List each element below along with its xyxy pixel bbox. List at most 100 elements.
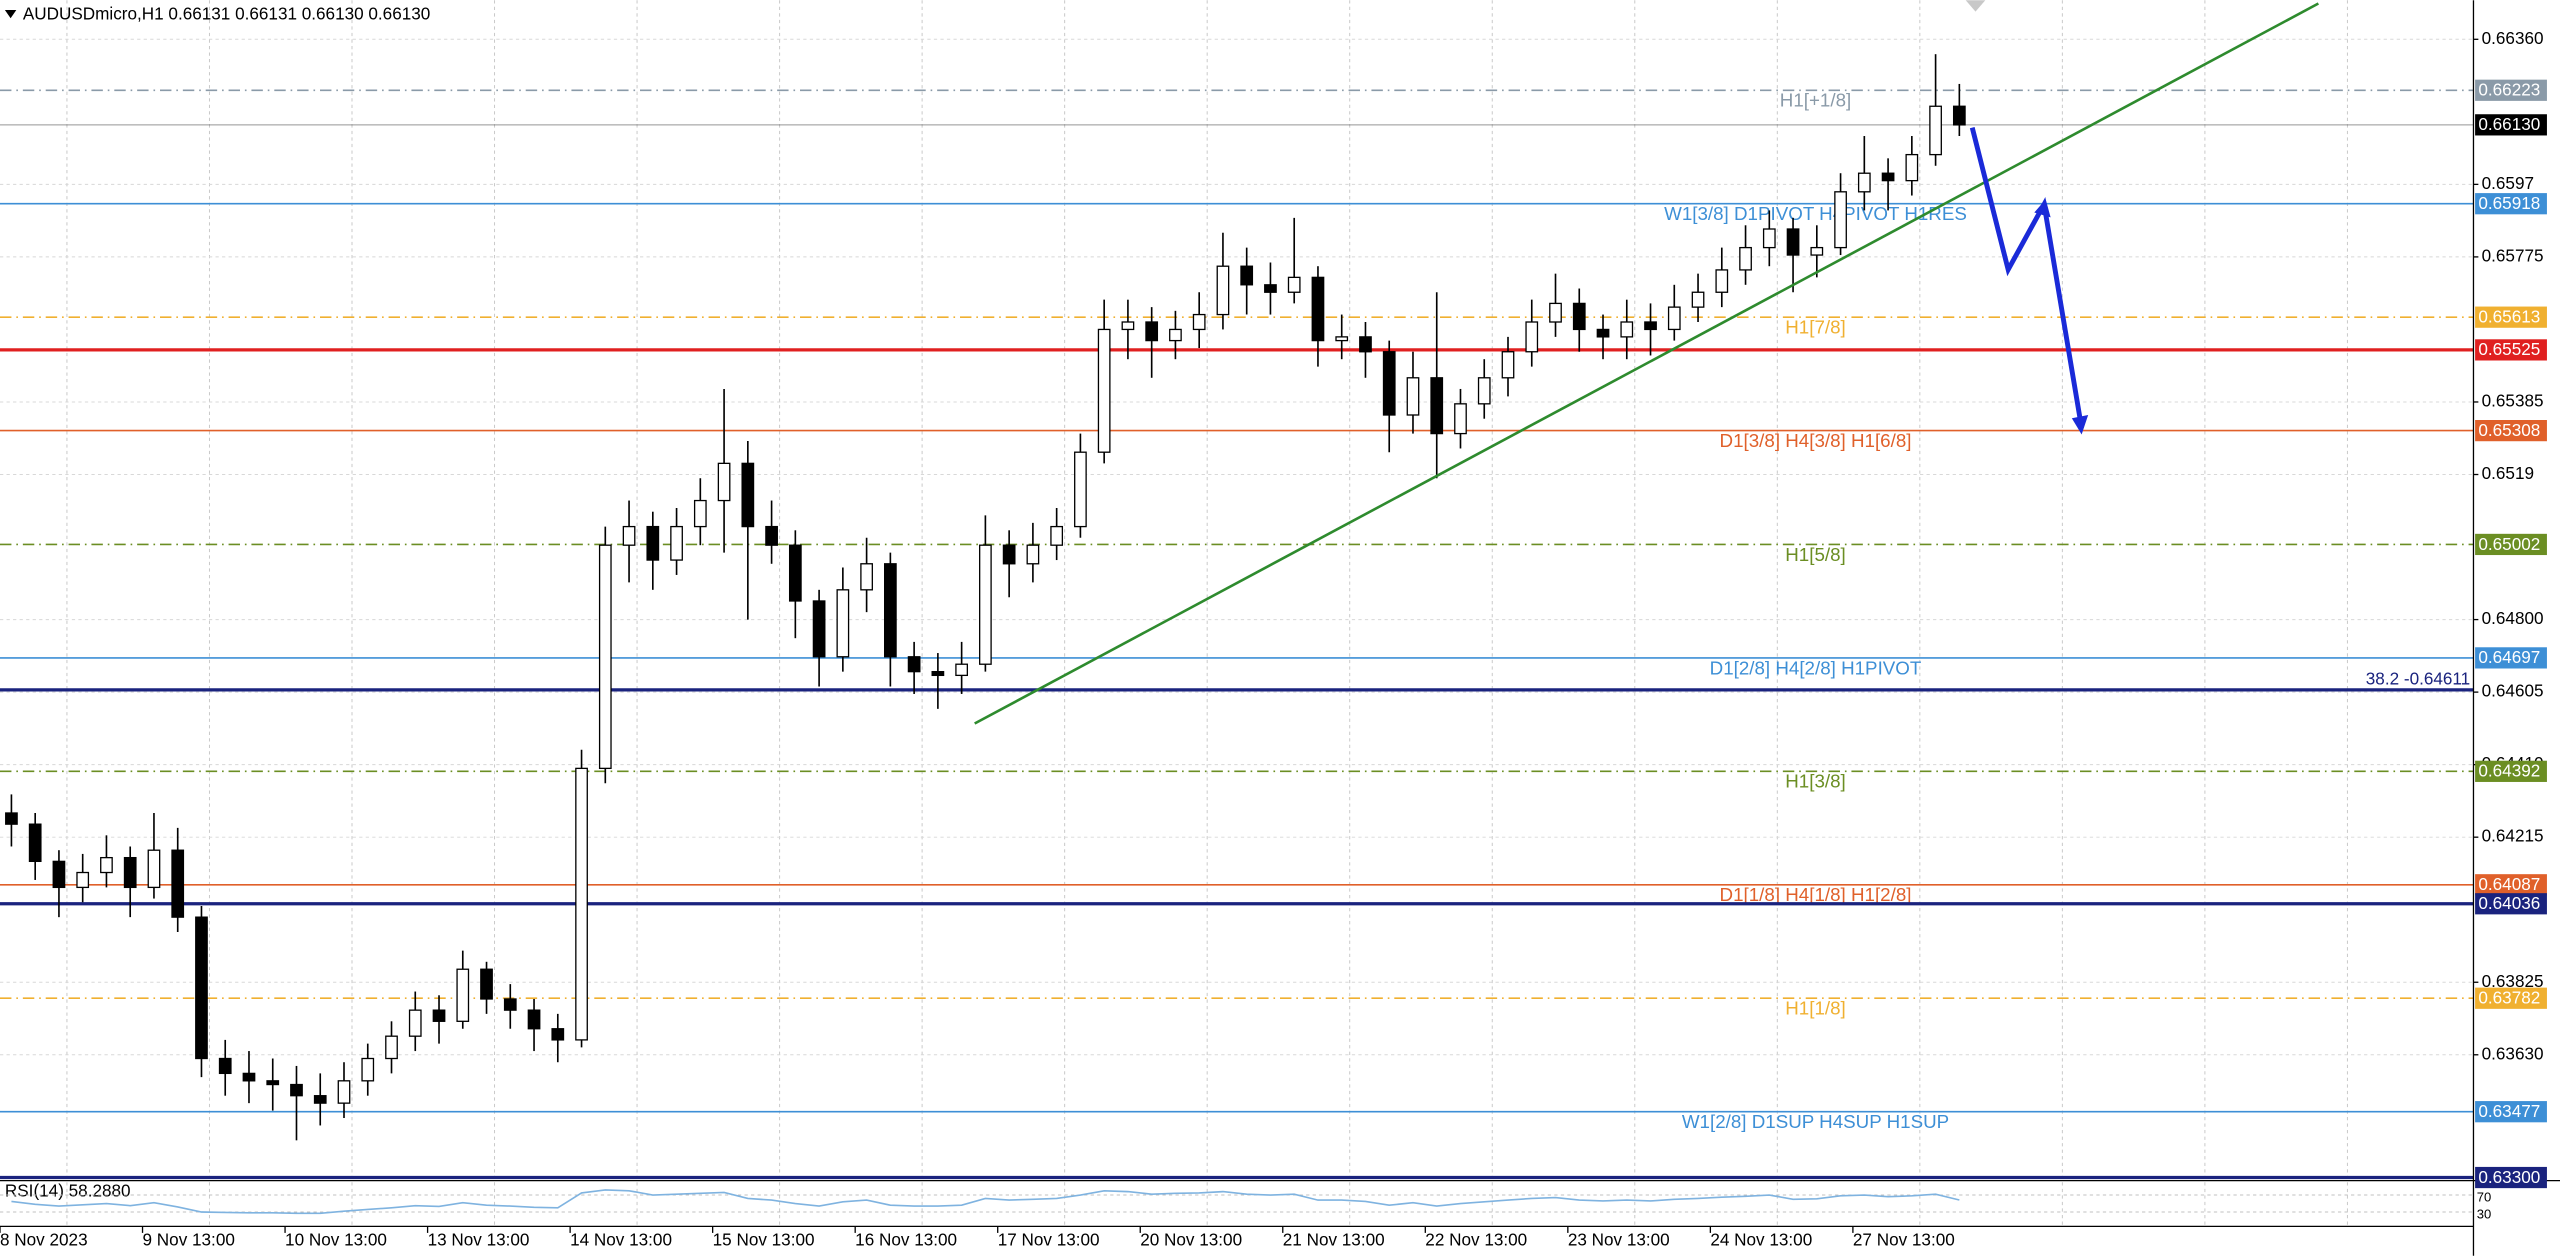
price-box — [2475, 1101, 2547, 1123]
candle-body — [432, 1009, 446, 1022]
candle-body — [812, 600, 826, 658]
candle-body — [741, 462, 755, 528]
x-tick-label: 22 Nov 13:00 — [1425, 1230, 1527, 1250]
x-tick-label: 8 Nov 2023 — [0, 1230, 88, 1250]
candle-body — [1715, 269, 1729, 293]
x-tick-label: 24 Nov 13:00 — [1710, 1230, 1812, 1250]
x-tick-label: 27 Nov 13:00 — [1853, 1230, 1955, 1250]
candle-body — [266, 1080, 280, 1086]
price-box — [2475, 114, 2547, 136]
candle-body — [195, 916, 208, 1060]
candle-body — [1620, 321, 1634, 338]
candle-body — [1406, 377, 1420, 416]
candle-body — [765, 525, 778, 546]
price-box — [2475, 987, 2547, 1009]
candle-body — [361, 1057, 375, 1082]
price-box-label: 0.64087 — [2478, 874, 2540, 894]
candle-body — [52, 860, 66, 889]
candle-body — [1691, 291, 1705, 308]
candle-body — [1002, 544, 1016, 565]
candle-body — [1264, 284, 1277, 293]
candle-body — [1454, 403, 1467, 435]
x-tick-label: 17 Nov 13:00 — [998, 1230, 1100, 1250]
candle-body — [100, 856, 113, 874]
candle-body — [1667, 306, 1681, 331]
price-box — [2475, 533, 2547, 556]
candle-body — [1549, 302, 1562, 323]
candle-body — [1834, 191, 1847, 249]
candle-body — [313, 1095, 327, 1104]
x-tick-label: 16 Nov 13:00 — [855, 1230, 957, 1250]
price-box — [2475, 306, 2547, 328]
x-tick-label: 15 Nov 13:00 — [713, 1230, 815, 1250]
candle-body — [1192, 313, 1206, 331]
candle-body — [883, 563, 897, 658]
candle-body — [836, 589, 850, 658]
candle-body — [1881, 172, 1895, 182]
forecast-arrow — [1969, 126, 2085, 429]
level-label: W1[2/8] D1SUP H4SUP H1SUP — [1682, 1111, 1949, 1132]
price-box — [2475, 760, 2547, 782]
level-label: D1[2/8] H4[2/8] H1PIVOT — [1710, 657, 1922, 678]
x-tick-label: 9 Nov 13:00 — [143, 1230, 235, 1250]
candle-body — [1216, 265, 1230, 316]
trend-line — [974, 2, 2319, 725]
price-box — [2475, 339, 2547, 361]
candle-body — [860, 563, 873, 591]
candle-body — [788, 544, 802, 602]
price-box-label: 0.66130 — [2478, 114, 2540, 134]
price-box — [2475, 1166, 2547, 1189]
price-box — [2475, 193, 2547, 215]
candle-body — [218, 1057, 232, 1075]
price-box-label: 0.65002 — [2478, 534, 2540, 554]
level-label: D1[1/8] H4[1/8] H1[2/8] — [1720, 884, 1912, 905]
candle-body — [551, 1028, 565, 1041]
x-tick-label: 21 Nov 13:00 — [1283, 1230, 1385, 1250]
candle-body — [622, 525, 636, 546]
candle-body — [646, 525, 660, 561]
candle-body — [1074, 451, 1087, 528]
candle-body — [1905, 153, 1919, 182]
x-tick-label: 20 Nov 13:00 — [1140, 1230, 1242, 1250]
candle-body — [693, 499, 707, 528]
price-box-label: 0.63300 — [2478, 1167, 2540, 1187]
candle-body — [575, 767, 588, 1041]
candle-body — [408, 1009, 422, 1037]
candle-body — [598, 544, 612, 770]
x-tick-label: 14 Nov 13:00 — [570, 1230, 672, 1250]
candle-body — [1762, 228, 1776, 249]
candle-body — [1644, 321, 1657, 331]
marker-triangle — [1965, 0, 1986, 12]
grid — [0, 0, 2474, 1227]
y-tick-label: 0.65775 — [2482, 245, 2544, 265]
x-tick-label: 13 Nov 13:00 — [428, 1230, 530, 1250]
candle-body — [717, 462, 731, 502]
price-box — [2475, 420, 2547, 442]
arrow-head — [2071, 414, 2089, 435]
candle-body — [242, 1072, 256, 1082]
y-tick-label: 0.63825 — [2482, 971, 2544, 991]
levels: H1[+1/8] W1[3/8] D1PIVOT H4PIVOT H1RES H1[… — [0, 89, 2474, 1180]
candle-body — [171, 849, 185, 918]
level-label: D1[3/8] H4[3/8] H1[6/8] — [1720, 430, 1912, 451]
y-tick-label: 0.66360 — [2482, 28, 2544, 48]
candle-body — [123, 856, 137, 889]
price-box-label: 0.65918 — [2478, 193, 2540, 213]
candle-body — [1929, 105, 1942, 156]
y-tick-label: 0.64605 — [2482, 681, 2544, 701]
y-tick-label: 0.6519 — [2482, 463, 2534, 483]
y-tick-label: 0.64800 — [2482, 608, 2544, 628]
price-box — [2475, 79, 2547, 101]
candles — [5, 54, 1966, 1141]
candle-body — [337, 1080, 351, 1104]
rsi-line — [11, 1189, 1960, 1215]
x-tick-label: 23 Nov 13:00 — [1568, 1230, 1670, 1250]
price-box-label: 0.66223 — [2478, 80, 2540, 100]
candle-body — [28, 823, 42, 863]
candle-body — [1335, 336, 1349, 342]
price-box-label: 0.65308 — [2478, 420, 2540, 440]
level-label: H1[+1/8] — [1780, 90, 1851, 111]
rsi-tick-label: 70 — [2477, 1190, 2492, 1205]
